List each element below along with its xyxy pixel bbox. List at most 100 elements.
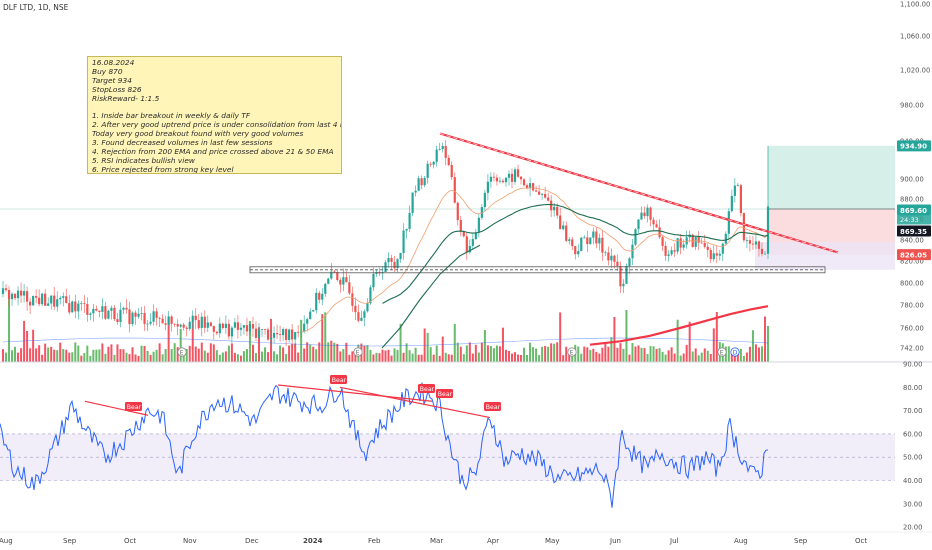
- candle-body: [507, 173, 511, 178]
- volume-bar: [164, 349, 167, 362]
- price-tick-label: 742.00: [900, 345, 924, 353]
- volume-bar: [565, 346, 568, 362]
- volume-bar: [336, 343, 339, 362]
- candle-body: [390, 257, 393, 262]
- volume-bar: [92, 349, 95, 362]
- candle-body: [721, 243, 724, 254]
- volume-bar: [420, 354, 423, 362]
- volume-bar: [661, 351, 664, 362]
- candle-body: [318, 292, 321, 300]
- volume-bar: [450, 354, 453, 362]
- volume-bar: [586, 347, 589, 362]
- rsi-line: [0, 382, 769, 508]
- volume-bar: [282, 347, 285, 362]
- ema50-line: [382, 203, 769, 304]
- volume-bar: [465, 345, 468, 362]
- candle-body: [757, 241, 761, 249]
- volume-bar: [348, 354, 351, 362]
- bear-label-bg: [418, 384, 435, 393]
- candle-body: [179, 324, 182, 327]
- volume-bar: [700, 352, 703, 362]
- candle-body: [438, 149, 441, 150]
- note-line: 16.08.2024: [92, 58, 135, 67]
- candle-body: [16, 290, 20, 299]
- candle-body: [13, 293, 17, 299]
- candle-body: [736, 185, 739, 187]
- volume-bar: [688, 321, 691, 362]
- candle-body: [513, 169, 517, 182]
- volume-bar: [351, 351, 354, 362]
- candle-body: [592, 231, 595, 238]
- candle-body: [149, 321, 152, 324]
- support-zone: [755, 242, 895, 270]
- candle-body: [182, 324, 185, 328]
- candle-body: [68, 303, 71, 313]
- volume-bar: [447, 354, 450, 362]
- volume-bar: [74, 342, 77, 362]
- volume-bar: [529, 342, 532, 362]
- candle-body: [336, 271, 339, 280]
- candle-body: [408, 212, 411, 229]
- candle-body: [450, 164, 453, 178]
- volume-bar: [691, 351, 694, 362]
- rsi-tick-label: 20.00: [903, 524, 922, 532]
- volume-bar: [339, 351, 342, 362]
- candle-body: [453, 177, 456, 203]
- candle-body: [411, 192, 414, 213]
- volume-bar: [41, 354, 44, 362]
- countdown-label: 24:33: [900, 216, 919, 224]
- volume-bar: [227, 345, 230, 362]
- candle-body: [263, 329, 267, 330]
- volume-bar: [369, 349, 372, 362]
- volume-bar: [760, 346, 763, 362]
- target-price-tag-bg: [897, 140, 931, 152]
- volume-bar: [550, 343, 553, 362]
- rsi-tick-label: 40.00: [903, 477, 922, 485]
- candle-body: [321, 293, 324, 300]
- volume-bar: [652, 346, 655, 362]
- candle-body: [706, 246, 709, 250]
- candle-body: [209, 322, 212, 327]
- candle-body: [571, 239, 574, 247]
- volume-bar: [471, 353, 474, 362]
- candle-body: [1, 288, 5, 294]
- candle-body: [285, 329, 288, 340]
- volume-bar: [767, 326, 769, 362]
- bear-label-bg: [436, 389, 453, 398]
- candle-body: [35, 296, 38, 298]
- bear-label-bg: [484, 402, 501, 411]
- candle-body: [715, 253, 718, 256]
- volume-bar: [158, 343, 161, 362]
- volume-bar: [32, 329, 35, 362]
- candle-body: [405, 228, 408, 231]
- volume-bar: [134, 354, 137, 362]
- volume-bar: [212, 344, 215, 362]
- candle-body: [239, 327, 243, 330]
- earnings-marker: [717, 347, 727, 357]
- price-tick-label: 1,020.00: [900, 67, 930, 75]
- volume-bar: [44, 343, 47, 362]
- candle-body: [185, 327, 188, 329]
- candle-body: [703, 243, 706, 247]
- countdown-bg: [897, 215, 931, 225]
- earnings-marker-label: E: [720, 350, 724, 357]
- volume-bar: [107, 346, 110, 362]
- time-tick-label: Aug: [0, 537, 13, 545]
- rsi-tick-label: 70.00: [903, 407, 922, 415]
- volume-bar: [489, 346, 492, 362]
- earnings-marker-label: E: [570, 350, 574, 357]
- volume-bar: [763, 316, 766, 362]
- time-tick-label: Mar: [430, 537, 443, 545]
- volume-bar: [221, 352, 224, 362]
- note-line: 1. Inside bar breakout in weekly & daily…: [92, 111, 251, 121]
- candle-body: [221, 323, 224, 328]
- candle-body: [251, 324, 255, 329]
- volume-bar: [393, 348, 396, 362]
- trade-note[interactable]: 16.08.2024 Buy 870 Target 934 StopLoss 826 R…: [87, 56, 342, 174]
- volume-bar: [152, 351, 155, 362]
- volume-bar: [748, 346, 751, 362]
- volume-bar: [501, 327, 504, 362]
- candle-body: [245, 325, 249, 332]
- candle-body: [327, 278, 330, 284]
- volume-bar: [694, 348, 697, 362]
